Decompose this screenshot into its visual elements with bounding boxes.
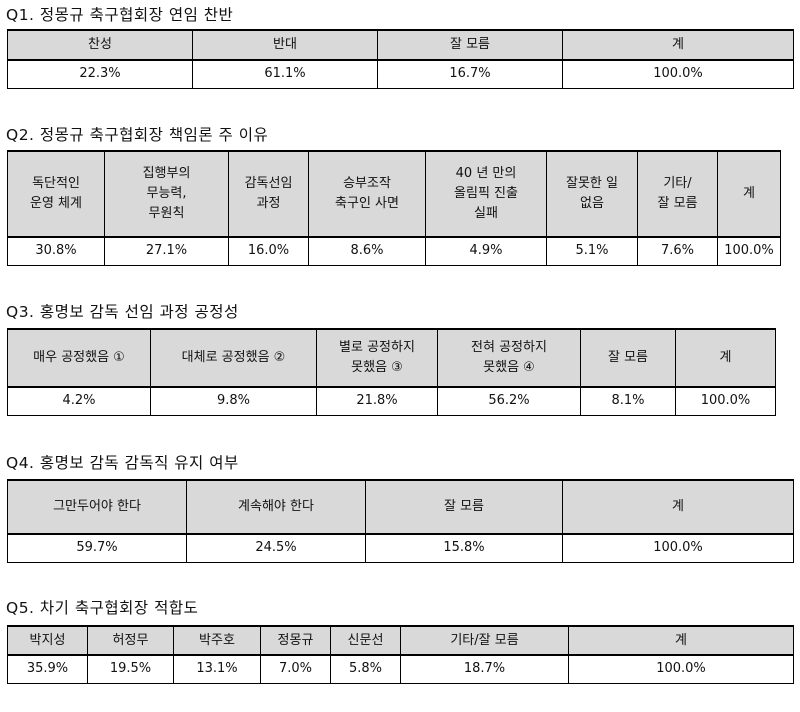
q3-header: 잘 모름 bbox=[580, 328, 676, 388]
q2-header: 잘못한 일 없음 bbox=[546, 150, 638, 238]
q4-title: Q4. 홍명보 감독 감독직 유지 여부 bbox=[6, 454, 239, 472]
q3-header: 별로 공정하지 못했음 ③ bbox=[316, 328, 438, 388]
q2-value: 7.6% bbox=[637, 236, 718, 266]
q2-header-label: 잘못한 일 없음 bbox=[566, 176, 618, 211]
q2-header: 승부조작 축구인 사면 bbox=[308, 150, 426, 238]
q2-value: 30.8% bbox=[7, 236, 105, 266]
q5-value: 13.1% bbox=[173, 654, 261, 684]
q3-title: Q3. 홍명보 감독 선임 과정 공정성 bbox=[6, 303, 239, 321]
q2-header: 감독선임 과정 bbox=[228, 150, 309, 238]
q5-header: 신문선 bbox=[330, 625, 401, 656]
q3-value: 21.8% bbox=[316, 386, 438, 416]
q2-header-label: 집행부의 무능력, 무원칙 bbox=[142, 166, 191, 221]
q2-header-label: 승부조작 축구인 사면 bbox=[335, 176, 399, 211]
q5-value: 100.0% bbox=[568, 654, 794, 684]
q3-value: 100.0% bbox=[675, 386, 776, 416]
q5-header: 허정무 bbox=[87, 625, 174, 656]
q5-value: 35.9% bbox=[7, 654, 88, 684]
q4-header: 그만두어야 한다 bbox=[7, 479, 187, 535]
q5-table: 박지성 허정무 박주호 정몽규 신문선 기타/잘 모름 계 35.9% 19.5… bbox=[7, 625, 794, 684]
q1-title: Q1. 정몽규 축구협회장 연임 찬반 bbox=[6, 6, 234, 24]
q1-header: 찬성 bbox=[7, 29, 193, 61]
q3-header-label: 별로 공정하지 못했음 ③ bbox=[339, 340, 415, 375]
q2-header: 독단적인 운영 체계 bbox=[7, 150, 105, 238]
q3-table: 매우 공정했음 ① 대체로 공정했음 ② 별로 공정하지 못했음 ③ 전혀 공정… bbox=[7, 328, 776, 416]
q3-header-label: 잘 모름 bbox=[607, 350, 648, 365]
q2-header-label: 감독선임 과정 bbox=[244, 176, 293, 211]
q4-value: 59.7% bbox=[7, 533, 187, 563]
q3-value: 4.2% bbox=[7, 386, 151, 416]
q2-header: 40 년 만의 올림픽 진출 실패 bbox=[425, 150, 547, 238]
q3-header: 대체로 공정했음 ② bbox=[150, 328, 317, 388]
q2-header: 기타/ 잘 모름 bbox=[637, 150, 718, 238]
q1-header: 반대 bbox=[192, 29, 378, 61]
q3-value: 56.2% bbox=[437, 386, 581, 416]
q3-value: 8.1% bbox=[580, 386, 676, 416]
q1-value: 22.3% bbox=[7, 59, 193, 89]
q1-header: 잘 모름 bbox=[377, 29, 563, 61]
q2-header-label: 계 bbox=[743, 186, 755, 201]
q1-value: 61.1% bbox=[192, 59, 378, 89]
q2-value: 100.0% bbox=[717, 236, 781, 266]
q3-value: 9.8% bbox=[150, 386, 317, 416]
q2-value: 16.0% bbox=[228, 236, 309, 266]
q4-value: 24.5% bbox=[186, 533, 366, 563]
q4-table: 그만두어야 한다 계속해야 한다 잘 모름 계 59.7% 24.5% 15.8… bbox=[7, 479, 794, 563]
q4-value: 15.8% bbox=[365, 533, 563, 563]
q5-value: 5.8% bbox=[330, 654, 401, 684]
q2-value: 5.1% bbox=[546, 236, 638, 266]
q4-header: 계 bbox=[562, 479, 794, 535]
q1-header: 계 bbox=[562, 29, 794, 61]
q2-header-label: 40 년 만의 올림픽 진출 실패 bbox=[454, 166, 518, 221]
q3-header: 계 bbox=[675, 328, 776, 388]
q5-header: 기타/잘 모름 bbox=[400, 625, 569, 656]
q2-header: 계 bbox=[717, 150, 781, 238]
q3-header-label: 매우 공정했음 ① bbox=[33, 350, 125, 365]
q4-value: 100.0% bbox=[562, 533, 794, 563]
q2-title: Q2. 정몽규 축구협회장 책임론 주 이유 bbox=[6, 126, 269, 144]
q1-table: 찬성 반대 잘 모름 계 22.3% 61.1% 16.7% 100.0% bbox=[7, 29, 794, 89]
q1-value: 100.0% bbox=[562, 59, 794, 89]
q2-value: 27.1% bbox=[104, 236, 229, 266]
q3-header: 전혀 공정하지 못했음 ④ bbox=[437, 328, 581, 388]
q5-header: 정몽규 bbox=[260, 625, 331, 656]
q5-header: 박지성 bbox=[7, 625, 88, 656]
q4-header: 잘 모름 bbox=[365, 479, 563, 535]
q3-header: 매우 공정했음 ① bbox=[7, 328, 151, 388]
q2-table: 독단적인 운영 체계 집행부의 무능력, 무원칙 감독선임 과정 승부조작 축구… bbox=[7, 150, 781, 266]
q2-header-label: 기타/ 잘 모름 bbox=[657, 176, 698, 211]
q2-header: 집행부의 무능력, 무원칙 bbox=[104, 150, 229, 238]
q5-value: 19.5% bbox=[87, 654, 174, 684]
q5-value: 18.7% bbox=[400, 654, 569, 684]
q3-header-label: 계 bbox=[719, 350, 732, 365]
q5-title: Q5. 차기 축구협회장 적합도 bbox=[6, 599, 199, 617]
q4-header: 계속해야 한다 bbox=[186, 479, 366, 535]
q2-value: 4.9% bbox=[425, 236, 547, 266]
q1-value: 16.7% bbox=[377, 59, 563, 89]
q3-header-label: 대체로 공정했음 ② bbox=[181, 350, 286, 365]
q3-header-label: 전혀 공정하지 못했음 ④ bbox=[471, 340, 547, 375]
q5-value: 7.0% bbox=[260, 654, 331, 684]
q5-header: 계 bbox=[568, 625, 794, 656]
q2-header-label: 독단적인 운영 체계 bbox=[30, 176, 82, 211]
q5-header: 박주호 bbox=[173, 625, 261, 656]
q2-value: 8.6% bbox=[308, 236, 426, 266]
